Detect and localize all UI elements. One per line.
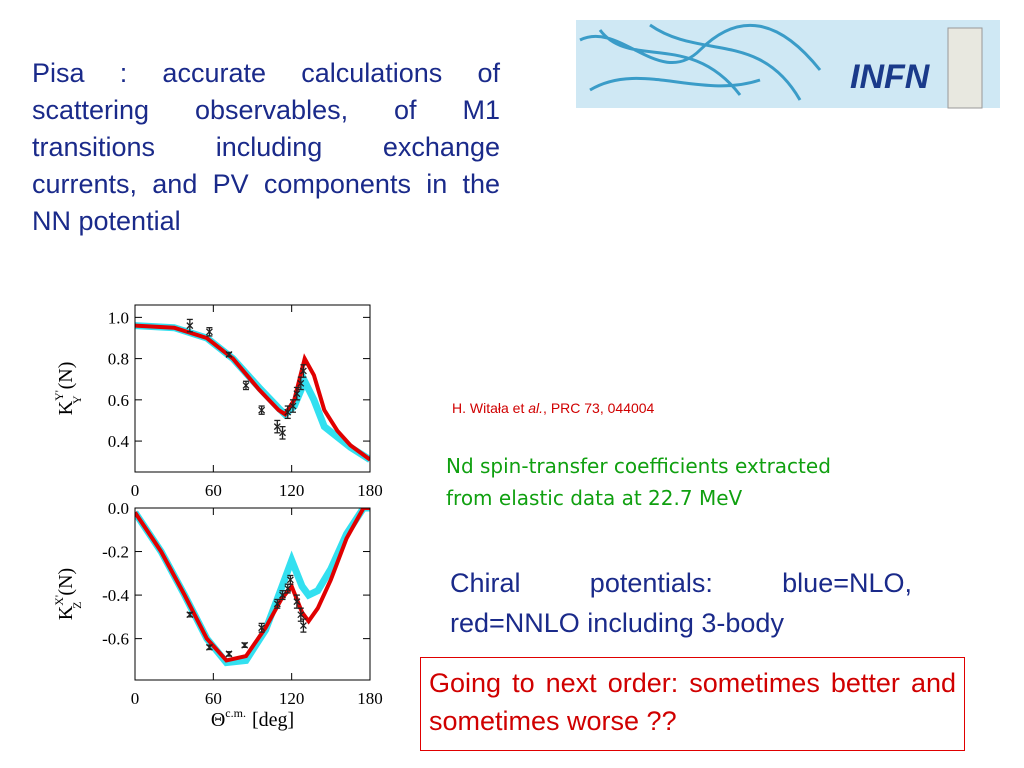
plot-frame (134, 304, 371, 473)
x-tick-label: 60 (205, 481, 222, 500)
y-tick-label: 0.8 (108, 350, 129, 369)
curve (135, 323, 370, 462)
cross (225, 650, 233, 658)
cross (258, 624, 266, 632)
axis-label: KX' Z (N) (52, 568, 84, 620)
cross (242, 381, 250, 389)
y-tick-label: 1.0 (108, 308, 129, 327)
x-tick-label: 120 (279, 481, 305, 500)
label-base: Θ (211, 709, 225, 731)
label-rest: (N) (55, 362, 77, 390)
label-base: K (55, 400, 77, 415)
curve (135, 508, 370, 663)
label-sup: Y' (52, 390, 66, 401)
y-tick-label: 0.6 (108, 391, 129, 410)
cross (225, 351, 233, 358)
data-point (242, 380, 250, 391)
cross (258, 406, 266, 414)
data-point (273, 598, 281, 609)
logo-pattern (579, 23, 822, 101)
data-point (205, 643, 213, 651)
cross (284, 408, 292, 416)
y-tick-label: 0.4 (108, 432, 130, 451)
logo-background (576, 20, 1000, 108)
data-point (286, 574, 294, 585)
plot-frame (134, 507, 371, 681)
axis-label: KY' Y (N) (52, 362, 84, 416)
label-rest: (N) (55, 568, 77, 596)
data-point (293, 386, 301, 401)
data-point (279, 425, 286, 440)
data-point (299, 364, 307, 378)
axis-label: Θc.m. [deg] (211, 706, 294, 731)
label-sub: Z (70, 602, 84, 609)
label-rest: [deg] (252, 709, 294, 731)
cross (289, 402, 297, 410)
cross (297, 611, 305, 619)
note-box: Going to next order: sometimes better an… (420, 657, 965, 751)
data-point (186, 611, 194, 619)
data-point (279, 590, 286, 601)
y-tick-label: -0.2 (102, 543, 129, 562)
x-tick-label: 0 (131, 481, 140, 500)
data-point (205, 327, 213, 337)
caption: Nd spin-transfer coefficients extracted … (446, 454, 831, 510)
cross (205, 643, 213, 651)
x-tick-label: 180 (357, 481, 383, 500)
citation-ref: , PRC 73, 044004 (543, 400, 655, 416)
cross (284, 585, 292, 593)
cross (186, 322, 194, 330)
y-tick-label: 0.0 (108, 499, 129, 518)
chiral-text: Chiral potentials: blue=NLO, red=NNLO in… (450, 568, 912, 638)
citation: H. Witała et al., PRC 73, 044004 (452, 400, 654, 416)
curve (135, 322, 370, 463)
cross (286, 576, 294, 584)
cross (279, 429, 286, 437)
label-sup: X' (52, 595, 66, 606)
cross (279, 591, 286, 599)
data-point (299, 618, 307, 633)
x-tick-label: 180 (357, 689, 383, 708)
cross (186, 611, 194, 619)
logo: INFN (576, 20, 1000, 109)
data-point (225, 351, 233, 358)
cross (293, 390, 301, 398)
cross (299, 622, 307, 630)
y-tick-label: -0.4 (102, 586, 129, 605)
data-point (273, 419, 281, 434)
x-tick-label: 0 (131, 689, 140, 708)
curve (135, 508, 370, 667)
data-point (225, 650, 233, 658)
data-point (284, 405, 292, 420)
y-tick-label: -0.6 (102, 630, 129, 649)
cross (241, 641, 249, 649)
intro-text: Pisa : accurate calculations of scatteri… (32, 58, 500, 236)
cross (273, 423, 281, 431)
label-sup: c.m. (225, 706, 246, 720)
data-point (258, 622, 266, 633)
citation-authors: H. Witała et (452, 400, 529, 416)
data-point (258, 405, 266, 415)
logo-tower (947, 27, 983, 109)
cross (205, 328, 213, 336)
x-tick-label: 60 (205, 689, 222, 708)
logo-text: INFN (850, 58, 931, 96)
cross (273, 600, 281, 608)
x-tick-label: 120 (279, 689, 305, 708)
cross (299, 367, 307, 375)
cross (297, 379, 305, 387)
label-base: K (55, 605, 77, 620)
data-point (241, 641, 249, 649)
label-sub: Y (70, 395, 84, 404)
citation-etal: al. (528, 400, 544, 416)
data-point (186, 318, 194, 333)
cross (293, 598, 301, 606)
